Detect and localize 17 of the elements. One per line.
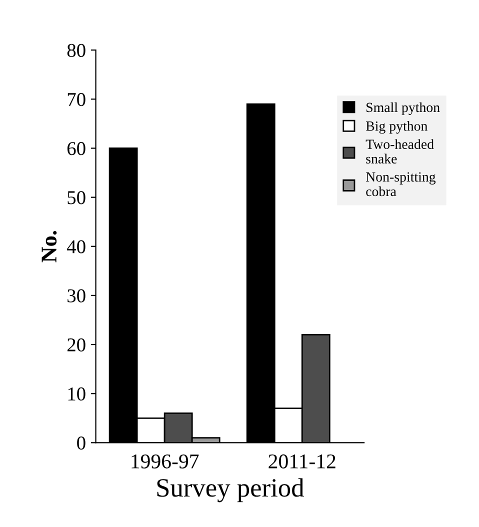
x-axis-title: Survey period: [157, 478, 304, 502]
x-tick-label: 2011-12: [268, 454, 336, 468]
legend-label: Two-headed snake: [366, 139, 434, 164]
x-tick-label: 1996-97: [132, 454, 199, 468]
y-tick-label: 80: [67, 44, 86, 58]
y-tick-label: 30: [68, 289, 86, 302]
y-tick-label: 20: [67, 338, 86, 352]
legend-label: Big python: [366, 121, 428, 134]
legend-label: Non-spitting cobra: [366, 172, 436, 196]
y-tick-label: 50: [68, 191, 86, 204]
y-axis-title: No.: [42, 230, 57, 262]
y-tick-label: 0: [77, 436, 86, 450]
y-tick-label: 10: [68, 387, 86, 401]
y-tick-label: 70: [68, 92, 86, 106]
y-tick-label: 60: [67, 142, 86, 156]
legend-label: Small python: [366, 102, 440, 115]
y-tick-label: 40: [67, 240, 86, 254]
